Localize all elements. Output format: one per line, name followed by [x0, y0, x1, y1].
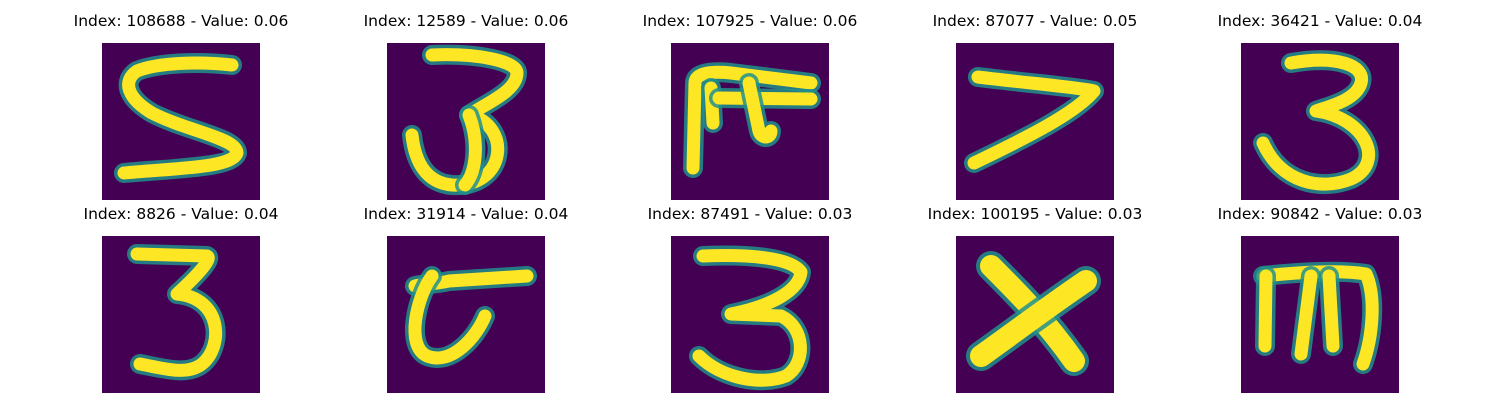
- digit-image-three-hook: [387, 43, 545, 200]
- panel-title: Index: 12589 - Value: 0.06: [363, 12, 569, 30]
- digit-image-seven: [956, 43, 1114, 200]
- digit-image-five: [102, 43, 260, 200]
- panel-title: Index: 31914 - Value: 0.04: [363, 205, 569, 223]
- panel-title: Index: 100195 - Value: 0.03: [927, 205, 1143, 223]
- digit-image-three-flat: [102, 236, 260, 393]
- panel-title: Index: 107925 - Value: 0.06: [642, 12, 858, 30]
- digit-image-m-shape: [1241, 236, 1399, 393]
- digit-image-rho-shape: [671, 43, 829, 200]
- digit-image-three: [1241, 43, 1399, 200]
- sample-panel-1: Index: 108688 - Value: 0.06: [51, 9, 311, 200]
- sample-panel-7: Index: 31914 - Value: 0.04: [336, 202, 596, 393]
- sample-panel-5: Index: 36421 - Value: 0.04: [1190, 9, 1450, 200]
- panel-title: Index: 8826 - Value: 0.04: [83, 205, 279, 223]
- digit-image-curl-shape: [387, 236, 545, 393]
- sample-panel-2: Index: 12589 - Value: 0.06: [336, 9, 596, 200]
- sample-panel-4: Index: 87077 - Value: 0.05: [905, 9, 1165, 200]
- digit-image-x-shape: [956, 236, 1114, 393]
- panel-title: Index: 36421 - Value: 0.04: [1217, 12, 1423, 30]
- digit-image-three-bold: [671, 236, 829, 393]
- panel-title: Index: 87491 - Value: 0.03: [647, 205, 853, 223]
- panel-title: Index: 108688 - Value: 0.06: [73, 12, 289, 30]
- sample-panel-8: Index: 87491 - Value: 0.03: [620, 202, 880, 393]
- panel-title: Index: 87077 - Value: 0.05: [932, 12, 1138, 30]
- sample-panel-10: Index: 90842 - Value: 0.03: [1190, 202, 1450, 393]
- sample-panel-3: Index: 107925 - Value: 0.06: [620, 9, 880, 200]
- panel-title: Index: 90842 - Value: 0.03: [1217, 205, 1423, 223]
- sample-panel-9: Index: 100195 - Value: 0.03: [905, 202, 1165, 393]
- sample-panel-6: Index: 8826 - Value: 0.04: [51, 202, 311, 393]
